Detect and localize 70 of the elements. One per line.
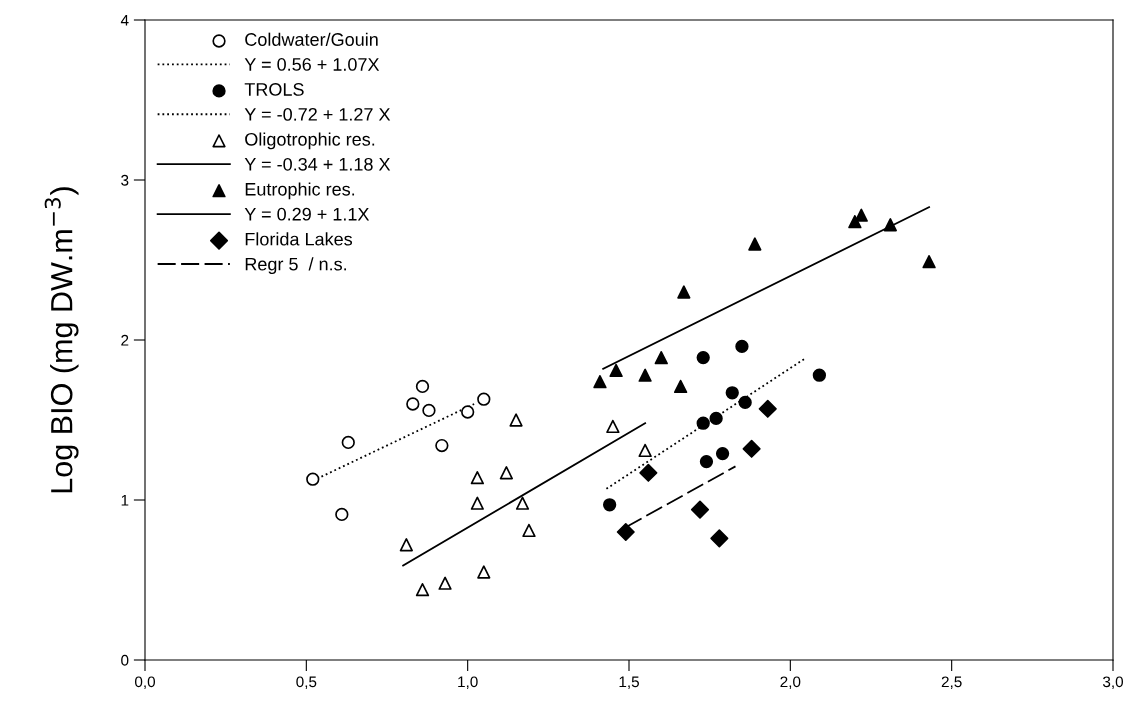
point: [461, 405, 475, 419]
point: [470, 470, 484, 485]
point: [638, 368, 652, 382]
point: [696, 416, 710, 430]
point: [883, 218, 898, 232]
point: [477, 392, 491, 406]
point: [406, 397, 420, 411]
legend-label: Regr 5 / n.s.: [245, 257, 347, 275]
x-tick-label: 2,0: [780, 676, 801, 689]
point: [509, 413, 523, 427]
legend-label: Y = 0.56 + 1.07X: [244, 58, 380, 71]
point: [738, 395, 752, 410]
point: [435, 438, 449, 453]
y-tick-label: 1: [121, 495, 129, 506]
point: [696, 350, 710, 365]
point: [690, 500, 710, 519]
y-axis-title: Log BIO (mg DW.m$^{−3}$): [44, 187, 79, 493]
x-tick-label: 2,5: [941, 676, 962, 689]
legend-label: Y = -0.34 + 1.18 X: [244, 157, 391, 171]
point: [335, 507, 349, 522]
x-tick-label: 1,5: [619, 676, 639, 689]
point: [673, 379, 688, 394]
y-tick-label: 4: [120, 15, 129, 26]
point: [715, 446, 730, 461]
x-tick-label: 1,0: [458, 676, 478, 689]
point: [415, 582, 430, 597]
point: [341, 435, 355, 450]
point: [593, 374, 607, 389]
point: [748, 237, 762, 251]
point: [477, 565, 491, 579]
point: [470, 496, 484, 510]
y-tick-label: 0: [121, 654, 129, 666]
point: [854, 208, 868, 222]
point: [606, 419, 620, 434]
point: [438, 576, 452, 590]
point: [602, 498, 617, 512]
point: [609, 363, 623, 378]
point: [639, 463, 658, 482]
legend-label: Y = 0.29 + 1.1X: [244, 207, 370, 221]
point: [415, 379, 430, 394]
point: [522, 523, 536, 538]
y-tick-label: 2: [121, 334, 129, 346]
point: [742, 439, 761, 458]
legend-label: Eutrophic res.: [245, 182, 355, 200]
y-tick-label: 3: [121, 174, 129, 186]
legend-label: Oligotrophic res.: [245, 132, 375, 150]
x-tick-label: 0,5: [296, 676, 317, 689]
point: [654, 350, 668, 365]
point: [922, 254, 936, 269]
point: [710, 529, 729, 548]
legend-label: Coldwater/Gouin: [245, 32, 378, 46]
point: [677, 285, 691, 299]
legend-label: Florida Lakes: [245, 232, 353, 246]
point: [638, 443, 652, 458]
legend-label: TROLS: [244, 83, 304, 96]
point: [699, 454, 714, 469]
point: [422, 403, 436, 418]
legend-label: Y = -0.72 + 1.27 X: [244, 107, 391, 121]
point: [709, 411, 723, 426]
point: [515, 496, 530, 510]
point: [399, 538, 414, 552]
point: [758, 399, 777, 418]
point: [499, 466, 514, 480]
point: [306, 472, 320, 486]
point: [735, 339, 749, 354]
point: [616, 522, 635, 542]
x-tick-label: 0,0: [134, 676, 156, 689]
point: [812, 368, 827, 382]
point: [725, 386, 739, 400]
x-tick-label: 3,0: [1102, 676, 1124, 689]
